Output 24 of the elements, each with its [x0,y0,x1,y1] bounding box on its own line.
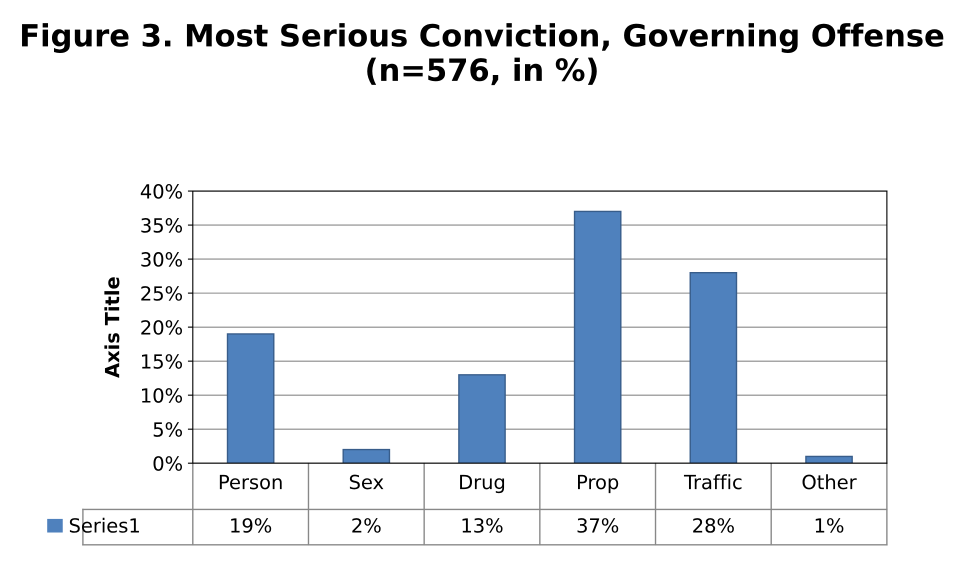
y-tick-label: 15% [142,354,182,369]
x-tick-label: Person [220,474,282,490]
y-tick-label: 20% [141,320,182,335]
x-tick-label: Traffic [684,474,742,490]
data-label: 28% [693,518,734,533]
y-tick-label: 5% [154,422,182,437]
chart-title: Figure 3. Most Serious Conviction, Governing Offense (n=576, in %) [22,23,944,86]
y-tick-label: 25% [141,286,182,301]
y-axis-title: Axis Title [104,277,120,378]
y-tick-label: 40% [140,184,182,199]
x-tick-label: Drug [460,474,504,494]
y-tick-label: 35% [141,218,182,233]
data-label: 19% [231,518,272,533]
data-label: 37% [578,518,618,533]
y-tick-label: 10% [142,388,182,403]
x-tick-label: Prop [578,474,618,494]
y-tick-label: 30% [141,252,182,267]
legend-label: Series1 [70,518,139,533]
x-tick-label: Other [802,474,857,490]
data-label: 1% [816,518,844,533]
y-tick-label: 0% [154,456,182,471]
x-tick-label: Sex [350,474,384,490]
data-label: 2% [352,518,381,533]
data-label: 13% [462,518,503,533]
